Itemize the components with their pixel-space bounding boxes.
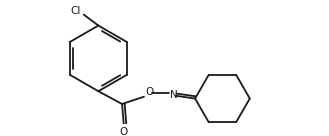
Text: N: N <box>170 90 178 100</box>
Text: Cl: Cl <box>70 6 81 16</box>
Text: O: O <box>145 87 154 97</box>
Text: O: O <box>120 127 128 136</box>
